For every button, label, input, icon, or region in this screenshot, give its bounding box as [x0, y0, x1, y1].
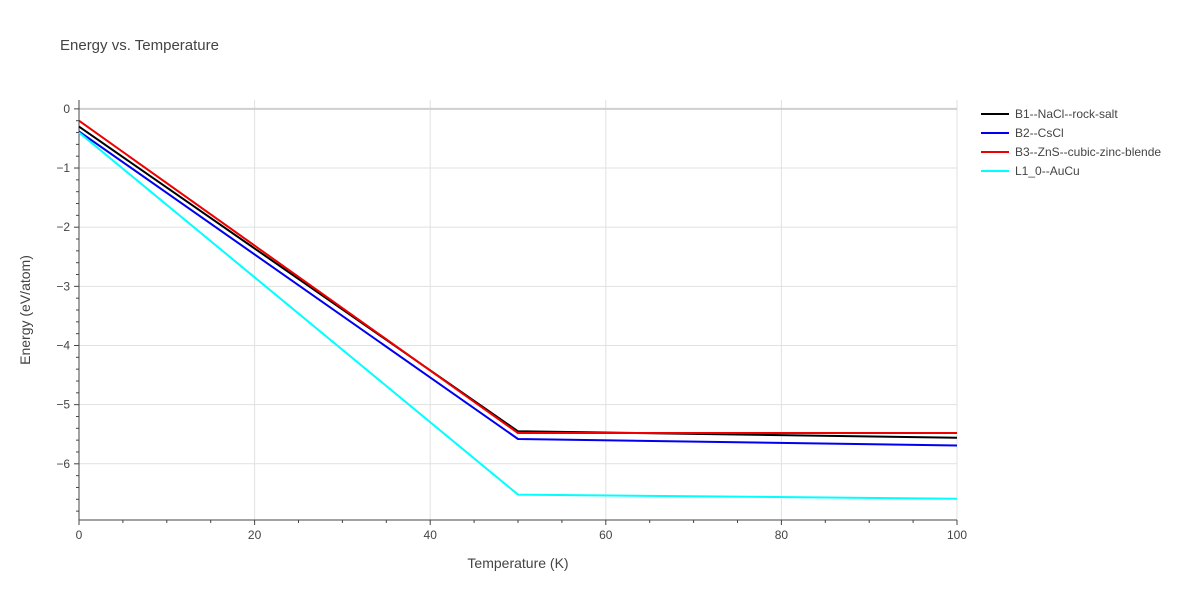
x-tick-label: 60	[599, 528, 613, 542]
x-tick-label: 100	[947, 528, 967, 542]
legend-label: B3--ZnS--cubic-zinc-blende	[1015, 145, 1161, 159]
legend-label: B2--CsCl	[1015, 126, 1064, 140]
y-tick-label: 0	[63, 102, 70, 116]
legend[interactable]: B1--NaCl--rock-salt B2--CsCl B3--ZnS--cubi…	[981, 107, 1161, 178]
series-line-0[interactable]	[78, 125, 958, 439]
y-tick-label: −3	[56, 279, 70, 293]
x-tick-label: 0	[76, 528, 83, 542]
axis-layer: 0 20 40 60 80 100 0 −1 −2 −3 −4 −5 −6	[56, 100, 967, 542]
series-line-1[interactable]	[78, 130, 958, 447]
grid-layer	[79, 100, 958, 520]
y-tick-label: −2	[56, 220, 70, 234]
y-tick-label: −5	[56, 398, 70, 412]
legend-item-0[interactable]: B1--NaCl--rock-salt	[981, 107, 1118, 121]
y-axis-title: Energy (eV/atom)	[17, 255, 33, 365]
legend-item-2[interactable]: B3--ZnS--cubic-zinc-blende	[981, 145, 1161, 159]
x-tick-label: 80	[775, 528, 789, 542]
legend-item-1[interactable]: B2--CsCl	[981, 126, 1064, 140]
legend-item-3[interactable]: L1_0--AuCu	[981, 164, 1080, 178]
y-tick-label: −4	[56, 338, 70, 352]
x-tick-label: 20	[248, 528, 262, 542]
y-tick-label: −1	[56, 161, 70, 175]
series-line-2[interactable]	[78, 119, 957, 434]
y-tick-label: −6	[56, 457, 70, 471]
x-axis-title: Temperature (K)	[467, 555, 568, 571]
series-layer	[78, 119, 958, 500]
series-line-3[interactable]	[78, 131, 958, 500]
chart-title: Energy vs. Temperature	[60, 37, 219, 54]
legend-label: L1_0--AuCu	[1015, 164, 1080, 178]
x-tick-label: 40	[424, 528, 438, 542]
legend-label: B1--NaCl--rock-salt	[1015, 107, 1118, 121]
